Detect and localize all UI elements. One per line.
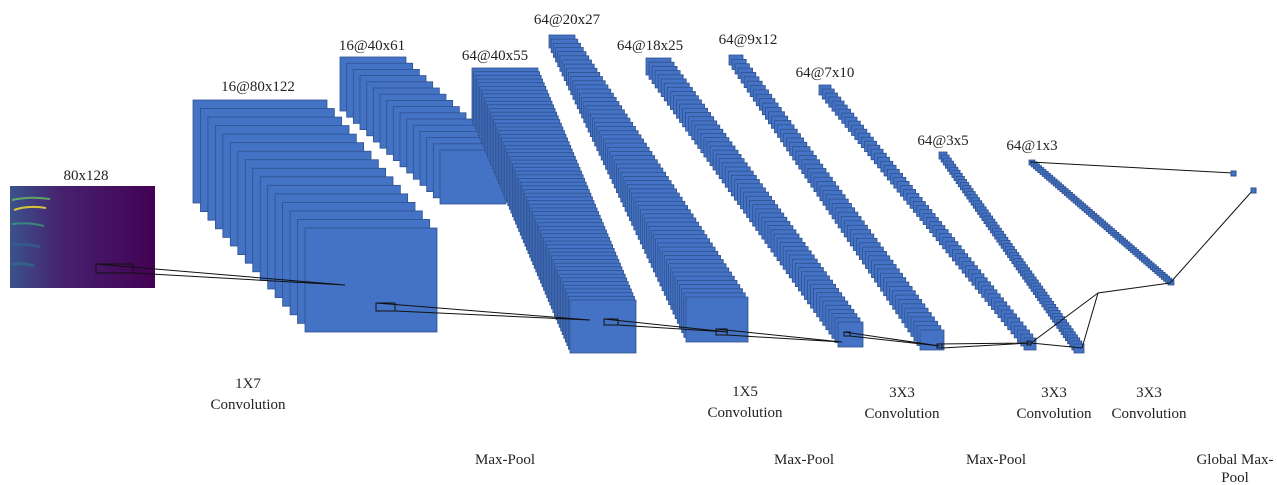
feature-maps: [192, 34, 1175, 354]
operation-label: 3X3: [1041, 385, 1067, 401]
layer-label: 16@80x122: [221, 79, 295, 95]
connections: [95, 161, 1257, 349]
layer-label: 64@7x10: [796, 65, 855, 81]
operation-label: 3X3: [889, 385, 915, 401]
operation-label: 3X3: [1136, 385, 1162, 401]
operation-label: Max-Pool: [475, 452, 535, 468]
operation-label: Convolution: [864, 406, 940, 422]
operation-label: Global Max-: [1196, 452, 1273, 468]
operation-label: Convolution: [707, 405, 783, 421]
operation-label: 1X5: [732, 384, 758, 400]
operation-label: Convolution: [1111, 406, 1187, 422]
feature-map-slice: [304, 227, 438, 333]
feature-map-slice: [919, 329, 945, 351]
layer-label: 64@9x12: [719, 32, 778, 48]
feature-map-slice: [569, 299, 637, 354]
feature-map-slice: [1073, 343, 1085, 354]
input-spectrogram: [10, 186, 155, 288]
layer-label: 64@18x25: [617, 38, 683, 54]
operation-label: 1X7: [235, 376, 261, 392]
layer-label: 64@1x3: [1006, 138, 1057, 154]
layer-label: 80x128: [64, 168, 109, 184]
layer-label: 64@40x55: [462, 48, 528, 64]
operation-label: Convolution: [1016, 406, 1092, 422]
operation-label: Convolution: [210, 397, 286, 413]
layer-label: 64@3x5: [917, 133, 968, 149]
operation-label: Max-Pool: [774, 452, 834, 468]
layer-labels: 80x128 16@80x122 16@40x61 64@40x55 64@20…: [64, 12, 1058, 184]
layer-label: 16@40x61: [339, 38, 405, 54]
operation-label: Pool: [1221, 470, 1249, 485]
operation-label: Max-Pool: [966, 452, 1026, 468]
feature-map-slice: [1023, 337, 1037, 351]
layer-label: 64@20x27: [534, 12, 601, 28]
operation-labels: 1X7 Convolution Max-Pool 1X5 Convolution…: [210, 376, 1273, 485]
